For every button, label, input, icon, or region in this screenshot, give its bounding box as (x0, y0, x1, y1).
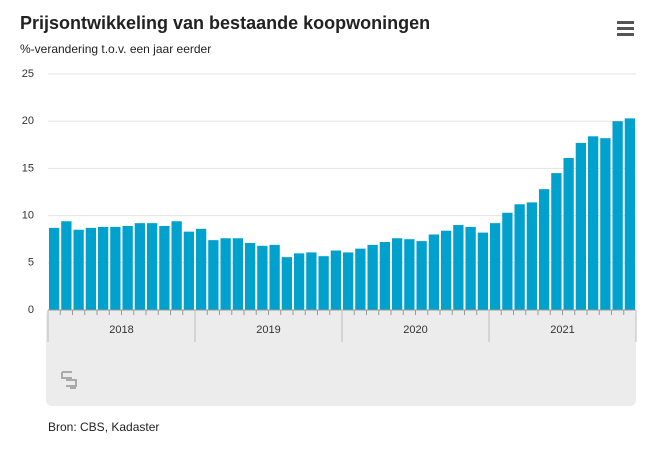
logo-shape (61, 371, 77, 389)
y-tick-label: 25 (22, 68, 34, 80)
bar (232, 238, 244, 310)
bar (293, 253, 305, 310)
y-tick-label: 20 (22, 115, 34, 127)
bar (257, 245, 268, 310)
bar (587, 136, 599, 310)
bar (146, 223, 158, 310)
bar (514, 204, 525, 310)
bar (489, 223, 501, 310)
axis-panel (46, 310, 636, 406)
bar (183, 231, 195, 310)
bar (367, 244, 378, 310)
bar (453, 225, 464, 310)
bar (612, 121, 623, 310)
bar (526, 202, 538, 310)
bar (563, 158, 574, 310)
x-group-label: 2019 (256, 324, 280, 336)
menu-icon[interactable] (617, 21, 634, 36)
bar (85, 227, 97, 310)
bar (342, 252, 354, 310)
bar (440, 230, 452, 310)
chart-subtitle: %-verandering t.o.v. een jaar eerder (20, 42, 211, 56)
bar (306, 252, 317, 310)
bar (477, 232, 489, 310)
bar (171, 221, 182, 310)
bar (379, 242, 391, 310)
x-group-label: 2021 (550, 324, 574, 336)
menu-line (617, 33, 634, 36)
bar (624, 118, 636, 310)
bar (404, 239, 415, 310)
bar (575, 142, 587, 310)
bar (73, 229, 84, 310)
bar (355, 248, 366, 310)
x-group-label: 2018 (109, 324, 133, 336)
bar (122, 225, 133, 310)
bar (244, 242, 256, 310)
bar (428, 234, 440, 310)
bar (600, 138, 611, 310)
bar (465, 226, 476, 310)
bar (208, 240, 219, 310)
bar (538, 189, 550, 310)
menu-line (617, 21, 634, 24)
bar (48, 227, 60, 310)
bar (97, 226, 109, 310)
bar (134, 223, 146, 310)
bar (416, 241, 427, 310)
y-tick-label: 10 (22, 210, 34, 222)
bar (220, 238, 231, 310)
source: Bron: CBS, Kadaster (48, 420, 159, 434)
bar (502, 212, 513, 310)
bar (318, 256, 329, 310)
bar (159, 225, 170, 310)
menu-line (617, 27, 634, 30)
bar (281, 257, 293, 310)
chart-title: Prijsontwikkeling van bestaande koopwoni… (20, 13, 430, 33)
cbs-logo (61, 371, 77, 389)
x-group-label: 2020 (403, 324, 427, 336)
bar (330, 250, 342, 310)
y-tick-label: 15 (22, 162, 34, 174)
bar (195, 228, 207, 310)
y-tick-label: 5 (28, 257, 34, 269)
bar (110, 226, 121, 310)
bar (269, 244, 280, 310)
bar (391, 238, 403, 310)
bar (551, 173, 562, 310)
y-tick-label: 0 (28, 304, 34, 316)
bar (61, 221, 72, 310)
